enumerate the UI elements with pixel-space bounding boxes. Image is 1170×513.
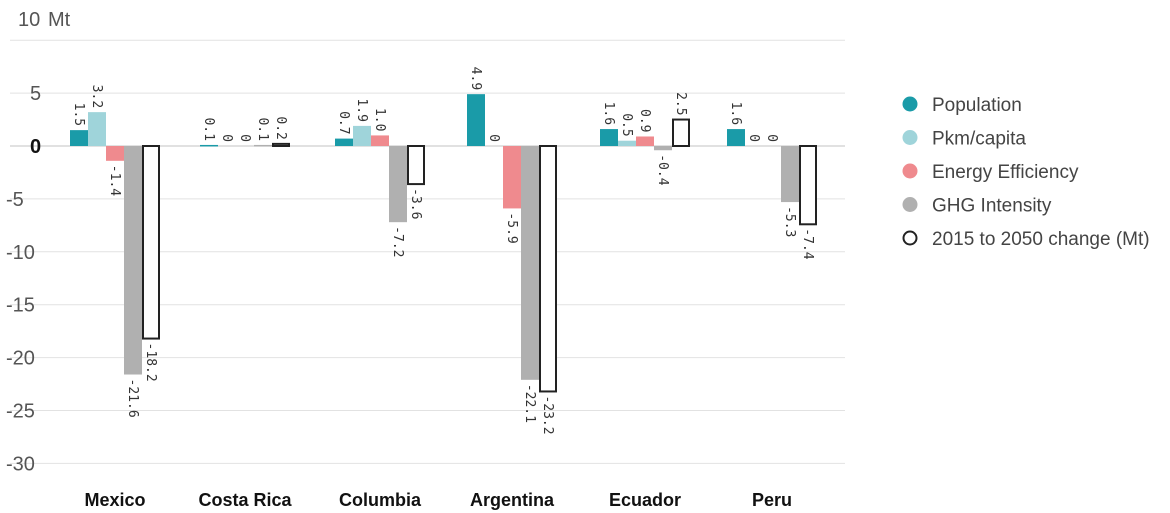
category-label-costa-rica: Costa Rica: [198, 490, 292, 510]
bar-population-mexico: [70, 130, 88, 146]
legend-marker-icon: [902, 130, 918, 145]
data-label: 2.5: [673, 92, 688, 115]
bar-energy-efficiency-columbia: [371, 135, 389, 146]
bar-ghg-intensity-mexico: [124, 146, 142, 375]
legend-marker-icon: [902, 230, 918, 246]
data-label: 0: [237, 134, 252, 142]
data-label: 1.6: [601, 102, 616, 125]
legend-item-2015-to-2050-change-mt-: 2015 to 2050 change (Mt): [902, 229, 1150, 250]
bar-ghg-intensity-argentina: [521, 146, 539, 380]
y-axis-unit-label: Mt: [48, 9, 71, 31]
data-label: -7.4: [800, 228, 815, 259]
bar-2015-to-2050-change-mt--columbia: [407, 145, 425, 186]
legend-marker-icon: [902, 197, 918, 212]
data-label: -1.4: [107, 165, 122, 196]
y-tick-label: -20: [6, 348, 35, 370]
category-label-peru: Peru: [752, 490, 792, 510]
data-label: -3.6: [408, 188, 423, 219]
data-label: 1.0: [372, 108, 387, 131]
data-label: 0: [219, 134, 234, 142]
category-label-mexico: Mexico: [84, 490, 145, 510]
category-label-ecuador: Ecuador: [609, 490, 681, 510]
y-tick-label: -25: [6, 401, 35, 423]
y-tick-label: 5: [30, 83, 41, 105]
bar-2015-to-2050-change-mt--peru: [799, 145, 817, 226]
y-tick-label: -5: [6, 189, 24, 211]
data-label: -5.3: [782, 206, 797, 237]
y-tick-label: -10: [6, 242, 35, 264]
data-label: 0.9: [637, 109, 652, 132]
legend-item-energy-efficiency: Energy Efficiency: [902, 162, 1079, 183]
data-label: -0.4: [655, 154, 670, 185]
data-label: 0: [486, 134, 501, 142]
legend-label: GHG Intensity: [932, 196, 1052, 217]
data-label: 1.5: [71, 103, 86, 126]
bar-population-columbia: [335, 138, 353, 146]
legend-label: Energy Efficiency: [932, 162, 1079, 183]
bar-2015-to-2050-change-mt--mexico: [142, 145, 160, 340]
data-label: -18.2: [143, 343, 158, 382]
category-label-columbia: Columbia: [339, 490, 422, 510]
y-axis-ticks: 10 5 0 -5 -10 -15 -20 -25 -30: [6, 9, 41, 475]
y-tick-label: 10: [18, 9, 40, 31]
data-label: -7.2: [390, 226, 405, 257]
legend-marker-icon: [902, 163, 918, 179]
data-label: -23.2: [540, 395, 555, 434]
legend-label: Population: [932, 95, 1022, 116]
y-tick-label: 0: [30, 136, 41, 158]
legend-item-population: Population: [902, 95, 1022, 116]
data-label: 0.7: [336, 111, 351, 134]
bars: [70, 94, 817, 393]
bar-pkm-capita-ecuador: [618, 140, 636, 146]
bar-population-costa-rica: [200, 144, 218, 147]
bar-ghg-intensity-columbia: [389, 146, 407, 223]
data-labels: 1.53.2-1.4-21.6-18.20.1 0 0 0.1 0.2 0.71.9 1.0…: [71, 67, 815, 435]
data-label: -22.1: [522, 384, 537, 423]
x-axis-categories: Mexico Costa Rica Columbia Argentina Ecuador…: [84, 490, 792, 510]
data-label: 4.9: [468, 67, 483, 90]
y-tick-label: -30: [6, 453, 35, 475]
data-label: 0.1: [255, 117, 270, 140]
data-label: 0: [746, 134, 761, 142]
bar-energy-efficiency-argentina: [503, 146, 521, 209]
bar-population-peru: [727, 129, 745, 146]
bar-2015-to-2050-change-mt--ecuador: [672, 118, 690, 148]
legend-item-pkm-capita: Pkm/capita: [902, 129, 1026, 150]
data-label: 0.5: [619, 113, 634, 136]
data-label: -21.6: [125, 379, 140, 418]
bar-ghg-intensity-ecuador: [654, 146, 672, 151]
bar-population-ecuador: [600, 129, 618, 146]
legend-label: 2015 to 2050 change (Mt): [932, 229, 1150, 250]
bar-ghg-intensity-peru: [781, 146, 799, 203]
legend-item-ghg-intensity: GHG Intensity: [902, 196, 1052, 217]
data-label: -5.9: [504, 212, 519, 243]
data-label: 0.1: [201, 117, 216, 140]
bar-energy-efficiency-ecuador: [636, 136, 654, 146]
bar-2015-to-2050-change-mt--costa-rica: [272, 142, 290, 148]
bar-pkm-capita-columbia: [353, 125, 371, 146]
legend-label: Pkm/capita: [932, 129, 1026, 150]
legend: Population Pkm/capita Energy Efficiency GHG…: [902, 95, 1150, 250]
data-label: 0: [764, 134, 779, 142]
bar-ghg-intensity-costa-rica: [254, 144, 272, 147]
bar-energy-efficiency-mexico: [106, 146, 124, 161]
legend-marker-icon: [902, 96, 918, 112]
bar-population-argentina: [467, 94, 485, 146]
data-label: 1.9: [354, 98, 369, 121]
y-tick-label: -15: [6, 295, 35, 317]
data-label: 0.2: [273, 116, 288, 139]
data-label: 3.2: [89, 85, 104, 108]
category-label-argentina: Argentina: [470, 490, 555, 510]
bar-2015-to-2050-change-mt--argentina: [539, 145, 557, 393]
bar-pkm-capita-mexico: [88, 112, 106, 146]
data-label: 1.6: [728, 102, 743, 125]
